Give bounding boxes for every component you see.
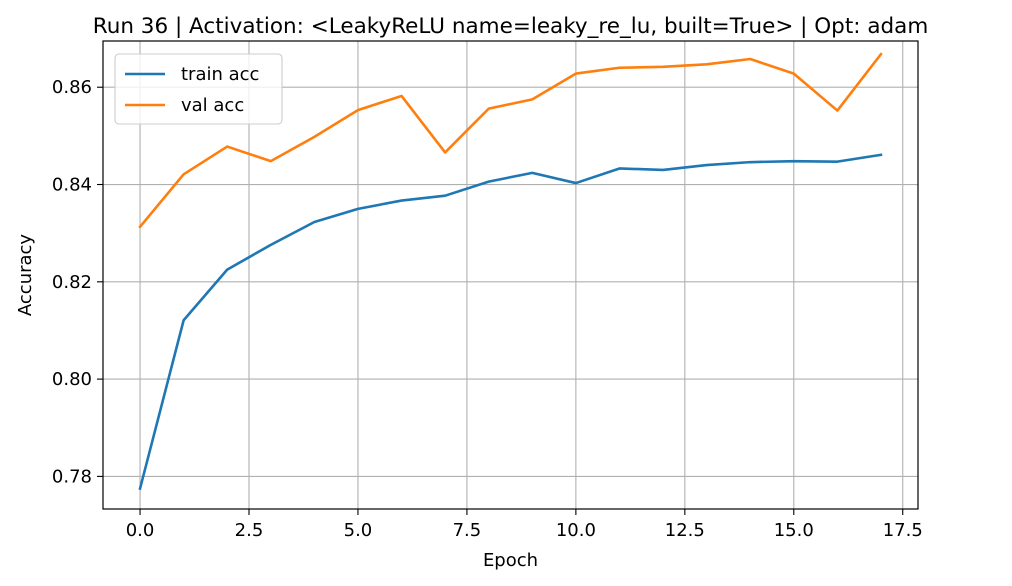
legend-label: train acc <box>181 64 259 85</box>
x-tick-label: 2.5 <box>235 520 264 541</box>
chart-title: Run 36 | Activation: <LeakyReLU name=lea… <box>93 14 929 39</box>
y-tick-label: 0.78 <box>52 466 92 487</box>
grid-layer <box>103 41 918 509</box>
series-line-train-acc <box>138 153 883 491</box>
x-tick-label: 12.5 <box>665 520 705 541</box>
x-tick-label: 7.5 <box>453 520 482 541</box>
x-tick-label: 15.0 <box>774 520 814 541</box>
y-tick-label: 0.80 <box>52 369 92 390</box>
legend-box <box>114 53 283 125</box>
y-axis-label: Accuracy <box>15 234 36 317</box>
y-tick-label: 0.82 <box>52 272 92 293</box>
y-tick-label: 0.84 <box>52 175 92 196</box>
legend-label: val acc <box>181 95 244 116</box>
plot-frame <box>102 40 919 510</box>
x-axis-label: Epoch <box>483 550 538 571</box>
series-lines <box>138 52 883 491</box>
axis-ticks: 0.0 2.5 5.0 7.5 10.0 12.5 15.0 17.5 0.78 0.80 0.82… <box>52 77 923 541</box>
x-tick-label: 5.0 <box>344 520 373 541</box>
legend: train acc val acc <box>114 53 283 125</box>
y-tick-label: 0.86 <box>52 77 92 98</box>
series-line-val-acc <box>138 52 883 229</box>
x-tick-label: 17.5 <box>883 520 923 541</box>
x-tick-label: 0.0 <box>126 520 155 541</box>
x-tick-label: 10.0 <box>556 520 596 541</box>
